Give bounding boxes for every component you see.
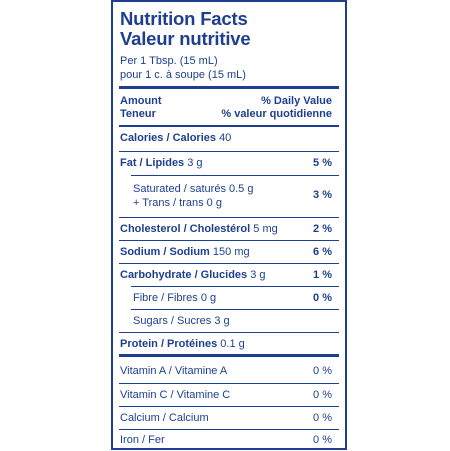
- trans-label: + Trans / trans 0 g: [133, 197, 222, 209]
- vitamin-a-row: Vitamin A / Vitamine A 0 %: [113, 360, 345, 382]
- serving-size-english: Per 1 Tbsp. (15 mL): [120, 55, 218, 67]
- calories-value: 40: [219, 132, 232, 144]
- iron-daily-value: 0 %: [313, 434, 332, 446]
- divider: [131, 309, 339, 310]
- daily-value-header-french: % valeur quotidienne: [221, 108, 332, 120]
- nutrition-facts-panel: Nutrition Facts Valeur nutritive Per 1 T…: [111, 0, 347, 450]
- divider: [119, 332, 339, 333]
- cholesterol-row: Cholesterol / Cholestérol 5 mg 2 %: [113, 218, 345, 240]
- divider: [119, 429, 339, 430]
- fat-value: 3 g: [187, 157, 203, 169]
- calories-label: Calories / Calories: [120, 132, 216, 144]
- vitamin-c-daily-value: 0 %: [313, 389, 332, 401]
- saturated-trans-daily-value: 3 %: [313, 189, 332, 201]
- amount-header-english: Amount: [120, 95, 162, 107]
- sugars-label: Sugars / Sucres 3 g: [133, 315, 230, 327]
- protein-row: Protein / Protéines 0.1 g: [113, 333, 345, 355]
- divider: [119, 240, 339, 241]
- serving-size-french: pour 1 c. à soupe (15 mL): [120, 69, 246, 81]
- divider-thick: [119, 86, 339, 89]
- fat-daily-value: 5 %: [313, 157, 332, 169]
- sodium-label: Sodium / Sodium: [120, 246, 210, 258]
- protein-value: 0.1 g: [220, 338, 245, 350]
- calcium-row: Calcium / Calcium 0 %: [113, 407, 345, 429]
- sodium-value: 150 mg: [212, 246, 250, 258]
- fat-row: Fat / Lipides 3 g 5 %: [113, 152, 345, 174]
- carbohydrate-daily-value: 1 %: [313, 269, 332, 281]
- title-english: Nutrition Facts: [120, 8, 248, 29]
- divider: [119, 151, 339, 152]
- sodium-row: Sodium / Sodium 150 mg 6 %: [113, 241, 345, 263]
- carbohydrate-value: 3 g: [250, 269, 266, 281]
- calcium-label: Calcium / Calcium: [120, 412, 209, 424]
- iron-row: Iron / Fer 0 %: [113, 429, 345, 451]
- vitamin-a-daily-value: 0 %: [313, 365, 332, 377]
- cholesterol-daily-value: 2 %: [313, 223, 332, 235]
- calories-row: Calories / Calories 40: [113, 127, 345, 149]
- protein-label: Protein / Protéines: [120, 338, 218, 350]
- cholesterol-value: 5 mg: [253, 223, 278, 235]
- fibre-daily-value: 0 %: [313, 292, 332, 304]
- calcium-daily-value: 0 %: [313, 412, 332, 424]
- divider: [119, 217, 339, 218]
- daily-value-header-english: % Daily Value: [261, 95, 332, 107]
- sugars-row: Sugars / Sucres 3 g: [113, 310, 345, 332]
- carbohydrate-row: Carbohydrate / Glucides 3 g 1 %: [113, 264, 345, 286]
- vitamin-c-label: Vitamin C / Vitamine C: [120, 389, 231, 401]
- divider: [131, 286, 339, 287]
- carbohydrate-label: Carbohydrate / Glucides: [120, 269, 248, 281]
- amount-header-french: Teneur: [120, 108, 156, 120]
- fibre-row: Fibre / Fibres 0 g 0 %: [113, 287, 345, 309]
- vitamin-c-row: Vitamin C / Vitamine C 0 %: [113, 384, 345, 406]
- divider: [131, 175, 339, 176]
- divider: [119, 406, 339, 407]
- divider: [119, 125, 339, 127]
- title-french: Valeur nutritive: [120, 28, 251, 49]
- cholesterol-label: Cholesterol / Cholestérol: [120, 223, 251, 235]
- divider: [119, 263, 339, 264]
- iron-label: Iron / Fer: [120, 434, 165, 446]
- saturated-label: Saturated / saturés 0.5 g: [133, 183, 254, 195]
- sodium-daily-value: 6 %: [313, 246, 332, 258]
- divider-thick: [119, 354, 339, 357]
- fibre-label: Fibre / Fibres 0 g: [133, 292, 217, 304]
- fat-label: Fat / Lipides: [120, 157, 185, 169]
- divider: [119, 383, 339, 384]
- vitamin-a-label: Vitamin A / Vitamine A: [120, 365, 228, 377]
